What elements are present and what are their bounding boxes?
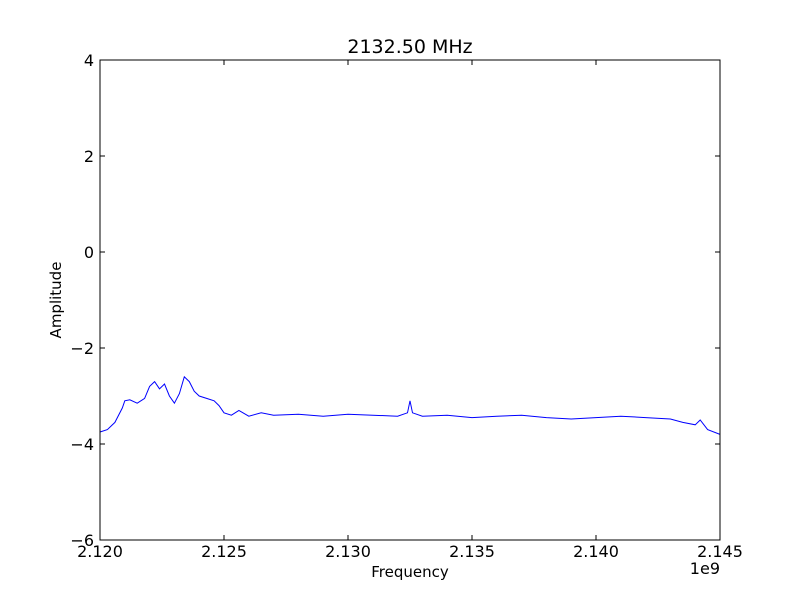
y-tick-label: −2 <box>70 339 94 358</box>
x-tick-label: 2.125 <box>201 542 247 561</box>
plot-area <box>99 375 721 435</box>
series-line <box>99 375 721 435</box>
plot-frame <box>99 59 721 541</box>
y-tick-label: −6 <box>70 531 94 550</box>
x-tick-label: 2.140 <box>573 542 619 561</box>
y-tick-label: 0 <box>84 243 94 262</box>
x-tick-label: 2.145 <box>697 542 743 561</box>
x-tick-label: 2.135 <box>449 542 495 561</box>
x-tick-label: 2.120 <box>77 542 123 561</box>
x-axis-label: Frequency <box>371 563 449 581</box>
x-tick-label: 2.130 <box>325 542 371 561</box>
y-tick-label: 2 <box>84 147 94 166</box>
y-tick-label: 4 <box>84 51 94 70</box>
y-tick-label: −4 <box>70 435 94 454</box>
chart-title: 2132.50 MHz <box>347 36 472 58</box>
axis-ticks: 2.120 2.125 2.130 2.135 2.140 2.145 −6 −4 −2 0 2 4 <box>70 51 743 561</box>
y-axis-label: Amplitude <box>47 262 65 339</box>
x-offset-label: 1e9 <box>690 559 720 578</box>
